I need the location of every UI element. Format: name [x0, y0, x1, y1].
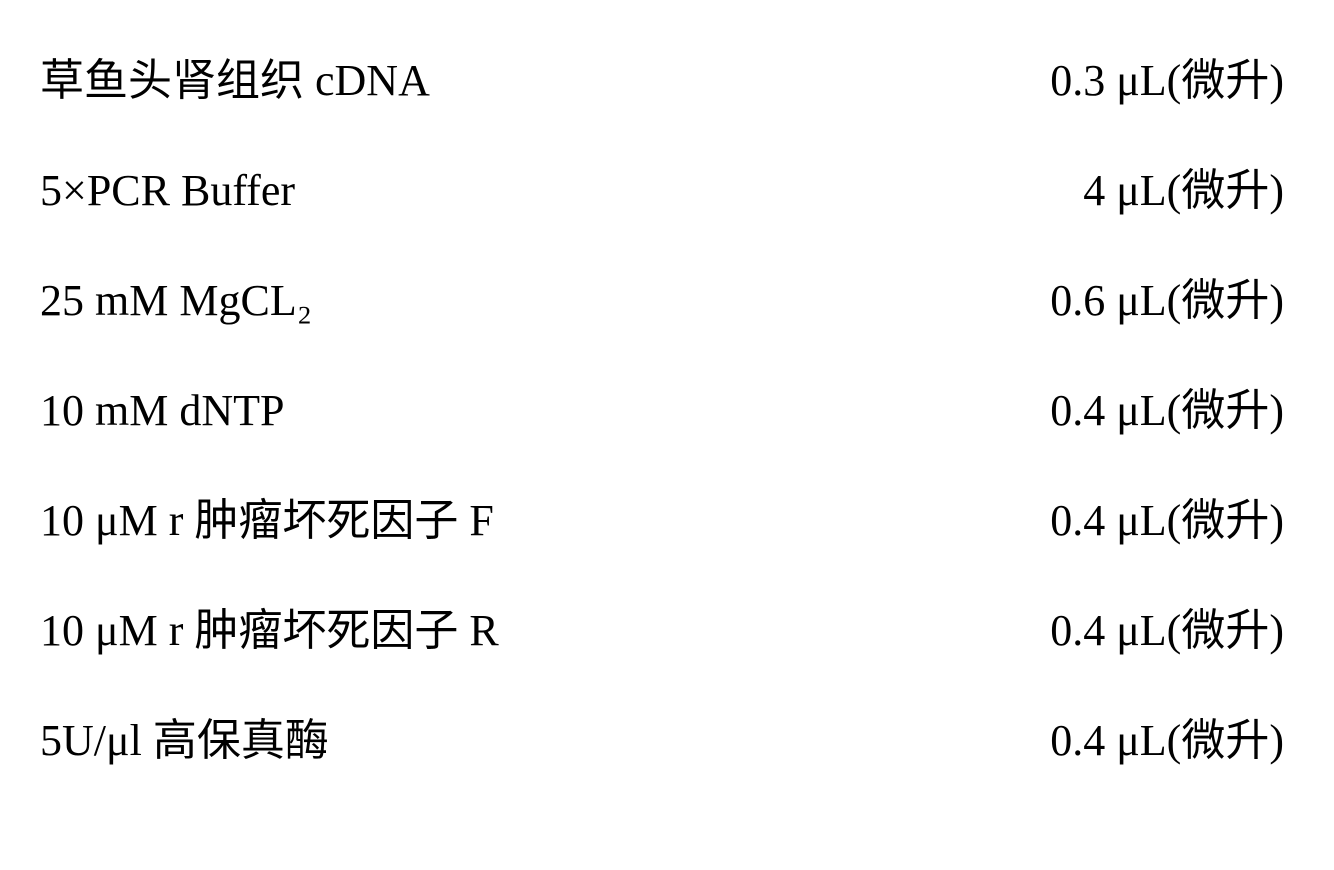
reagent-label: 10 μM r 肿瘤坏死因子 R — [40, 594, 499, 658]
table-row: 10 mM dNTP 0.4 μL(微升) — [40, 350, 1294, 460]
table-row: 10 μM r 肿瘤坏死因子 R 0.4 μL(微升) — [40, 570, 1294, 680]
table-row: 5×PCR Buffer 4 μL(微升) — [40, 130, 1294, 240]
reagent-value: 4 μL(微升) — [1083, 154, 1294, 218]
reagent-value: 0.4 μL(微升) — [1050, 704, 1294, 768]
reagent-label: 25 mM MgCL₂ — [40, 275, 312, 326]
reagent-label: 5U/μl 高保真酶 — [40, 704, 329, 768]
reagent-label: 草鱼头肾组织 cDNA — [40, 44, 430, 108]
table-row: 草鱼头肾组织 cDNA 0.3 μL(微升) — [40, 20, 1294, 130]
reagent-value: 0.4 μL(微升) — [1050, 484, 1294, 548]
table-row: 10 μM r 肿瘤坏死因子 F 0.4 μL(微升) — [40, 460, 1294, 570]
reagent-value: 0.6 μL(微升) — [1050, 264, 1294, 328]
table-row: 5U/μl 高保真酶 0.4 μL(微升) — [40, 680, 1294, 790]
reagent-value: 0.3 μL(微升) — [1050, 44, 1294, 108]
reagent-label: 10 mM dNTP — [40, 385, 284, 436]
reagent-label: 5×PCR Buffer — [40, 165, 295, 216]
reagent-value: 0.4 μL(微升) — [1050, 594, 1294, 658]
reagent-value: 0.4 μL(微升) — [1050, 374, 1294, 438]
reagent-label: 10 μM r 肿瘤坏死因子 F — [40, 484, 494, 548]
table-row: 25 mM MgCL₂ 0.6 μL(微升) — [40, 240, 1294, 350]
